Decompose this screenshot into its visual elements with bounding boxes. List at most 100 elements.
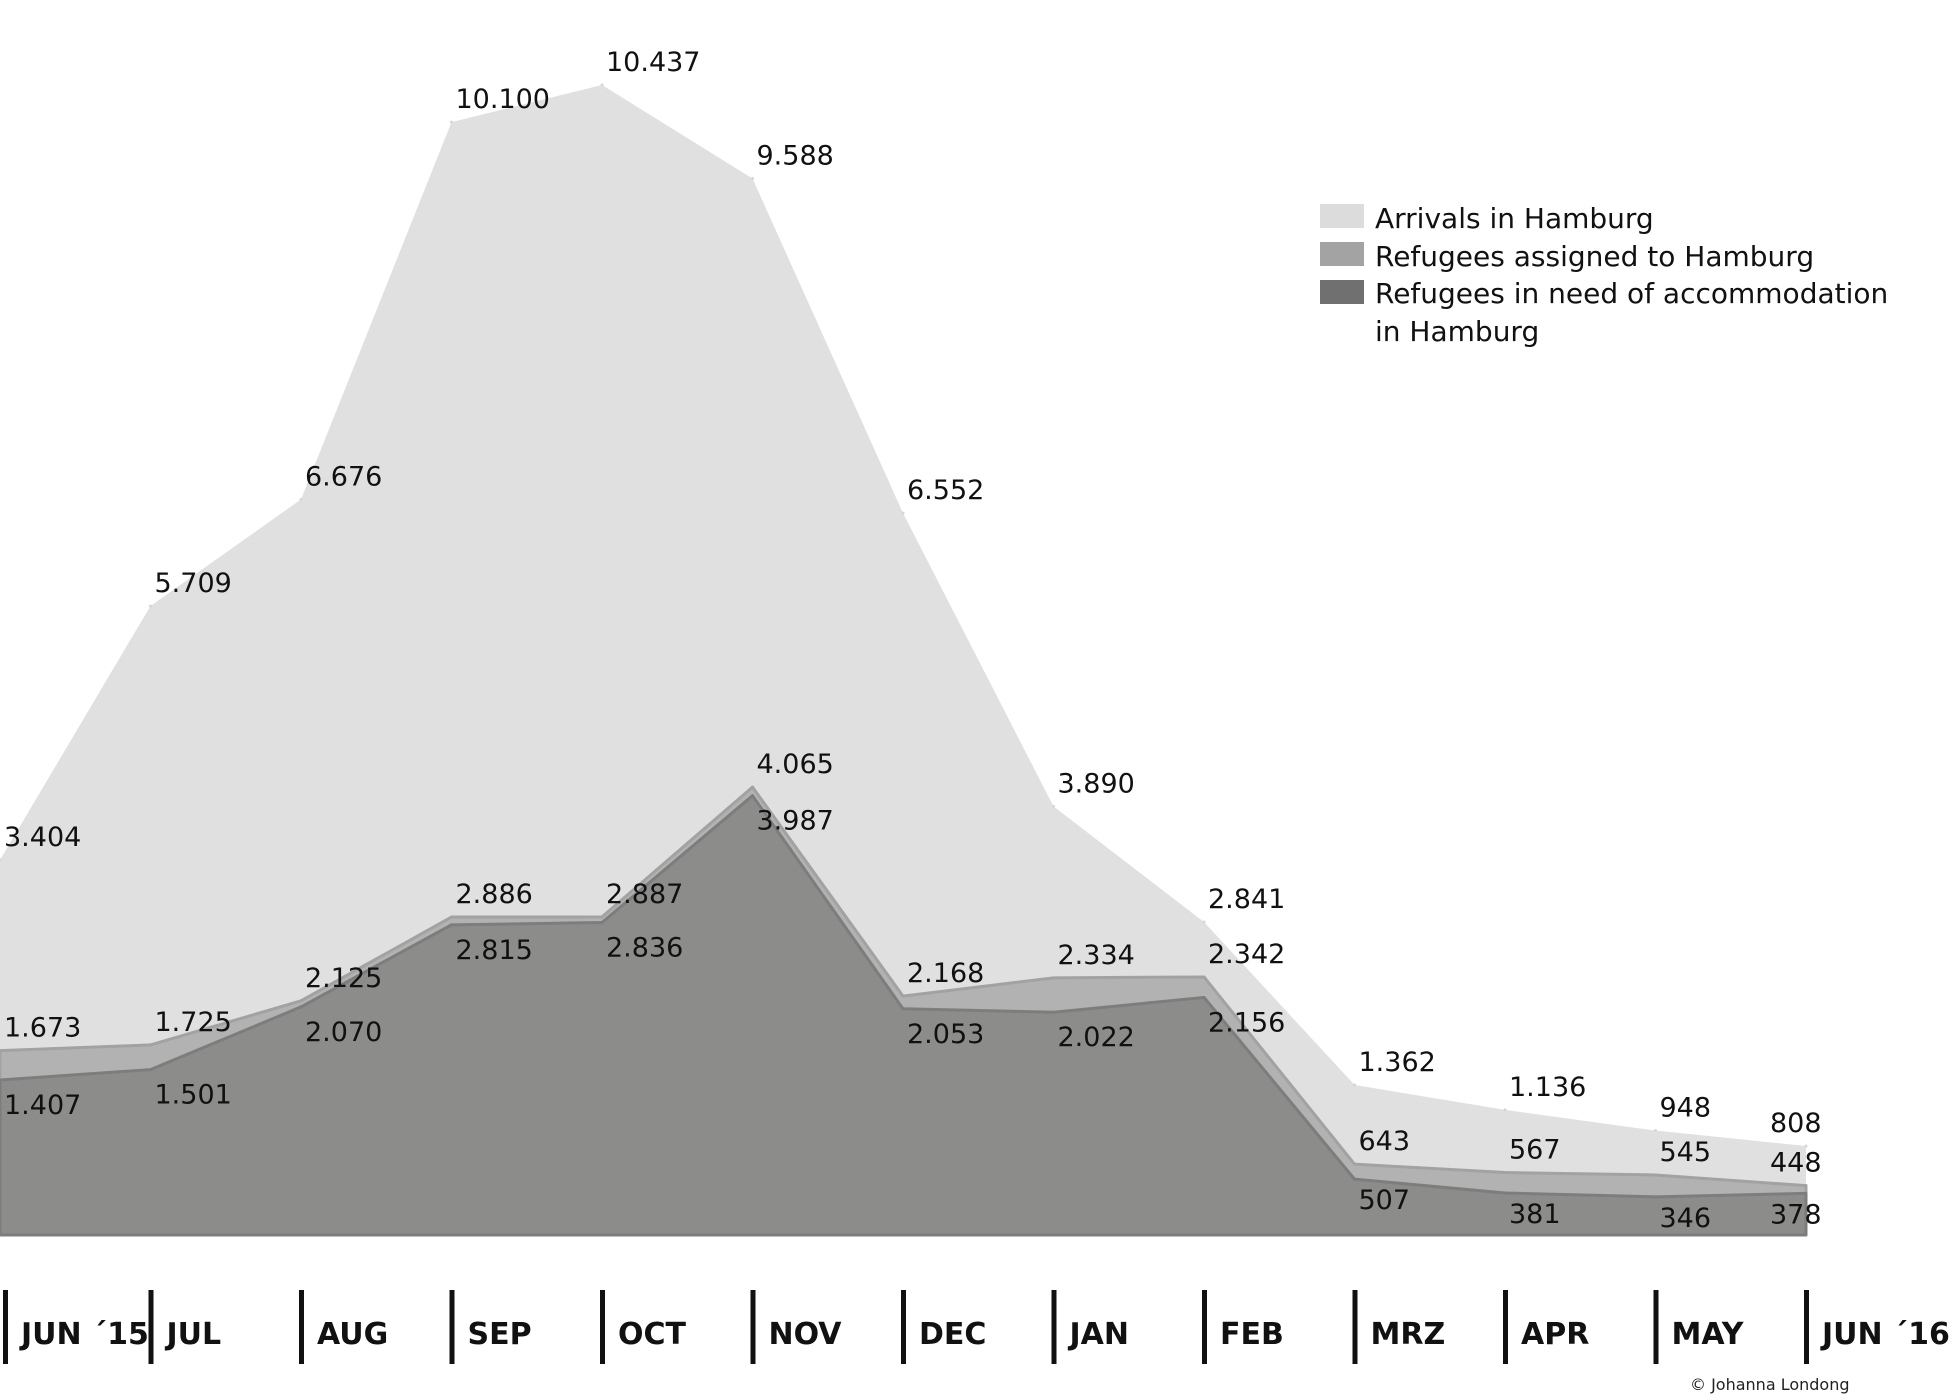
value-label-arrivals-in-hamburg-9: 1.362 <box>1359 1047 1436 1078</box>
value-label-refugees-assigned-to-hamburg-0: 1.673 <box>4 1013 81 1044</box>
data-point-refugees-in-need-of-accommodation-in-hamburg-12 <box>1804 1191 1808 1195</box>
value-label-refugees-in-need-of-accommodation-in-hamburg-12: 378 <box>1770 1199 1822 1230</box>
chart-areas <box>0 83 1808 1237</box>
data-point-refugees-in-need-of-accommodation-in-hamburg-0 <box>0 1078 2 1082</box>
month-label-5: NOV <box>769 1317 843 1352</box>
value-label-refugees-in-need-of-accommodation-in-hamburg-8: 2.156 <box>1208 1007 1285 1038</box>
legend-label-arrivals: Arrivals in Hamburg <box>1375 202 1654 235</box>
value-label-arrivals-in-hamburg-11: 948 <box>1660 1093 1712 1124</box>
data-point-arrivals-in-hamburg-4 <box>600 83 604 87</box>
value-label-refugees-in-need-of-accommodation-in-hamburg-3: 2.815 <box>456 935 533 966</box>
month-tick-4 <box>600 1290 605 1364</box>
month-label-8: FEB <box>1220 1317 1284 1352</box>
value-label-refugees-assigned-to-hamburg-2: 2.125 <box>305 963 382 994</box>
month-tick-10 <box>1503 1290 1508 1364</box>
legend-swatch-arrivals <box>1320 204 1364 228</box>
month-tick-5 <box>750 1290 756 1364</box>
data-point-refugees-in-need-of-accommodation-in-hamburg-10 <box>1503 1191 1507 1195</box>
value-label-refugees-assigned-to-hamburg-9: 643 <box>1359 1126 1411 1157</box>
data-point-arrivals-in-hamburg-6 <box>901 511 905 515</box>
value-label-refugees-assigned-to-hamburg-3: 2.886 <box>456 879 533 910</box>
data-point-refugees-in-need-of-accommodation-in-hamburg-4 <box>600 921 604 925</box>
month-label-0: JUN ´15 <box>19 1317 149 1352</box>
month-label-3: SEP <box>468 1317 532 1352</box>
value-label-refugees-assigned-to-hamburg-12: 448 <box>1770 1148 1822 1179</box>
value-label-arrivals-in-hamburg-1: 5.709 <box>155 568 232 599</box>
value-label-refugees-in-need-of-accommodation-in-hamburg-1: 1.501 <box>155 1080 232 1111</box>
data-point-refugees-assigned-to-hamburg-9 <box>1353 1162 1356 1166</box>
month-label-7: JAN <box>1068 1317 1130 1352</box>
legend-swatch-accommodation <box>1320 280 1364 304</box>
legend-label-assigned: Refugees assigned to Hamburg <box>1375 240 1814 273</box>
data-point-arrivals-in-hamburg-5 <box>751 177 754 181</box>
data-point-refugees-assigned-to-hamburg-11 <box>1654 1173 1657 1177</box>
month-label-11: MAY <box>1672 1317 1745 1352</box>
value-label-refugees-in-need-of-accommodation-in-hamburg-7: 2.022 <box>1058 1022 1135 1053</box>
data-point-refugees-in-need-of-accommodation-in-hamburg-3 <box>450 923 453 927</box>
month-tick-0 <box>3 1290 8 1364</box>
data-point-refugees-assigned-to-hamburg-2 <box>299 999 303 1003</box>
value-label-arrivals-in-hamburg-12: 808 <box>1770 1108 1822 1139</box>
value-labels: 3.404 5.709 6.676 10.100 10.437 9.588 6.552 3.8… <box>4 47 1822 1234</box>
month-tick-11 <box>1653 1290 1659 1364</box>
value-label-arrivals-in-hamburg-8: 2.841 <box>1208 884 1285 915</box>
value-label-arrivals-in-hamburg-2: 6.676 <box>305 461 382 492</box>
data-point-arrivals-in-hamburg-9 <box>1353 1083 1356 1087</box>
month-tick-2 <box>299 1290 304 1364</box>
data-point-arrivals-in-hamburg-12 <box>1804 1144 1808 1148</box>
data-point-refugees-assigned-to-hamburg-5 <box>751 785 754 789</box>
data-point-arrivals-in-hamburg-0 <box>0 858 2 862</box>
month-tick-6 <box>901 1290 906 1364</box>
value-label-arrivals-in-hamburg-7: 3.890 <box>1058 768 1135 799</box>
value-label-arrivals-in-hamburg-3: 10.100 <box>456 84 550 115</box>
month-label-9: MRZ <box>1371 1317 1446 1352</box>
month-label-4: OCT <box>618 1317 687 1352</box>
value-label-refugees-assigned-to-hamburg-7: 2.334 <box>1058 940 1135 971</box>
month-label-10: APR <box>1521 1317 1589 1352</box>
month-label-12: JUN ´16 <box>1820 1317 1950 1352</box>
data-point-arrivals-in-hamburg-3 <box>450 120 453 124</box>
data-point-refugees-assigned-to-hamburg-4 <box>600 915 604 919</box>
month-axis: JUN ´15 JUL AUG SEP OCT NOV DEC JAN FEB MRZ APR MAY… <box>3 1290 1950 1364</box>
value-label-refugees-in-need-of-accommodation-in-hamburg-4: 2.836 <box>606 933 683 964</box>
value-label-refugees-assigned-to-hamburg-8: 2.342 <box>1208 939 1285 970</box>
value-label-refugees-in-need-of-accommodation-in-hamburg-2: 2.070 <box>305 1017 382 1048</box>
month-tick-1 <box>148 1290 154 1364</box>
data-point-refugees-in-need-of-accommodation-in-hamburg-9 <box>1353 1177 1356 1181</box>
value-label-refugees-in-need-of-accommodation-in-hamburg-0: 1.407 <box>4 1090 81 1121</box>
value-label-refugees-assigned-to-hamburg-6: 2.168 <box>907 958 984 989</box>
value-label-refugees-in-need-of-accommodation-in-hamburg-10: 381 <box>1509 1199 1561 1230</box>
legend-label-accommodation-line2: in Hamburg <box>1375 315 1539 348</box>
data-point-refugees-in-need-of-accommodation-in-hamburg-2 <box>299 1005 303 1009</box>
data-point-refugees-assigned-to-hamburg-0 <box>0 1049 2 1053</box>
area-refugees-in-need-of-accommodation-in-hamburg <box>0 794 1808 1237</box>
value-label-refugees-assigned-to-hamburg-10: 567 <box>1509 1135 1561 1166</box>
value-label-refugees-assigned-to-hamburg-4: 2.887 <box>606 879 683 910</box>
month-tick-8 <box>1202 1290 1207 1364</box>
value-label-refugees-assigned-to-hamburg-11: 545 <box>1660 1137 1712 1168</box>
legend-label-accommodation: Refugees in need of accommodation <box>1375 277 1888 310</box>
data-point-refugees-assigned-to-hamburg-8 <box>1202 975 1206 979</box>
data-point-refugees-in-need-of-accommodation-in-hamburg-5 <box>751 794 754 798</box>
value-label-arrivals-in-hamburg-6: 6.552 <box>907 475 984 506</box>
copyright-credit: © Johanna Londong <box>1690 1375 1850 1394</box>
data-point-refugees-in-need-of-accommodation-in-hamburg-11 <box>1654 1195 1657 1199</box>
value-label-arrivals-in-hamburg-0: 3.404 <box>4 822 81 853</box>
month-tick-7 <box>1051 1290 1057 1364</box>
data-point-refugees-assigned-to-hamburg-6 <box>901 994 905 998</box>
data-point-arrivals-in-hamburg-10 <box>1503 1108 1507 1112</box>
data-point-refugees-in-need-of-accommodation-in-hamburg-1 <box>149 1068 152 1072</box>
value-label-refugees-assigned-to-hamburg-5: 4.065 <box>757 749 834 780</box>
data-point-refugees-assigned-to-hamburg-7 <box>1052 976 1055 980</box>
value-label-refugees-assigned-to-hamburg-1: 1.725 <box>155 1007 232 1038</box>
data-point-refugees-assigned-to-hamburg-1 <box>149 1043 152 1047</box>
data-point-arrivals-in-hamburg-1 <box>149 604 152 608</box>
value-label-arrivals-in-hamburg-5: 9.588 <box>757 141 834 172</box>
legend-swatch-assigned <box>1320 242 1364 266</box>
data-point-refugees-assigned-to-hamburg-10 <box>1503 1171 1507 1175</box>
value-label-refugees-in-need-of-accommodation-in-hamburg-6: 2.053 <box>907 1019 984 1050</box>
value-label-arrivals-in-hamburg-10: 1.136 <box>1509 1072 1586 1103</box>
data-point-refugees-assigned-to-hamburg-3 <box>450 915 453 919</box>
